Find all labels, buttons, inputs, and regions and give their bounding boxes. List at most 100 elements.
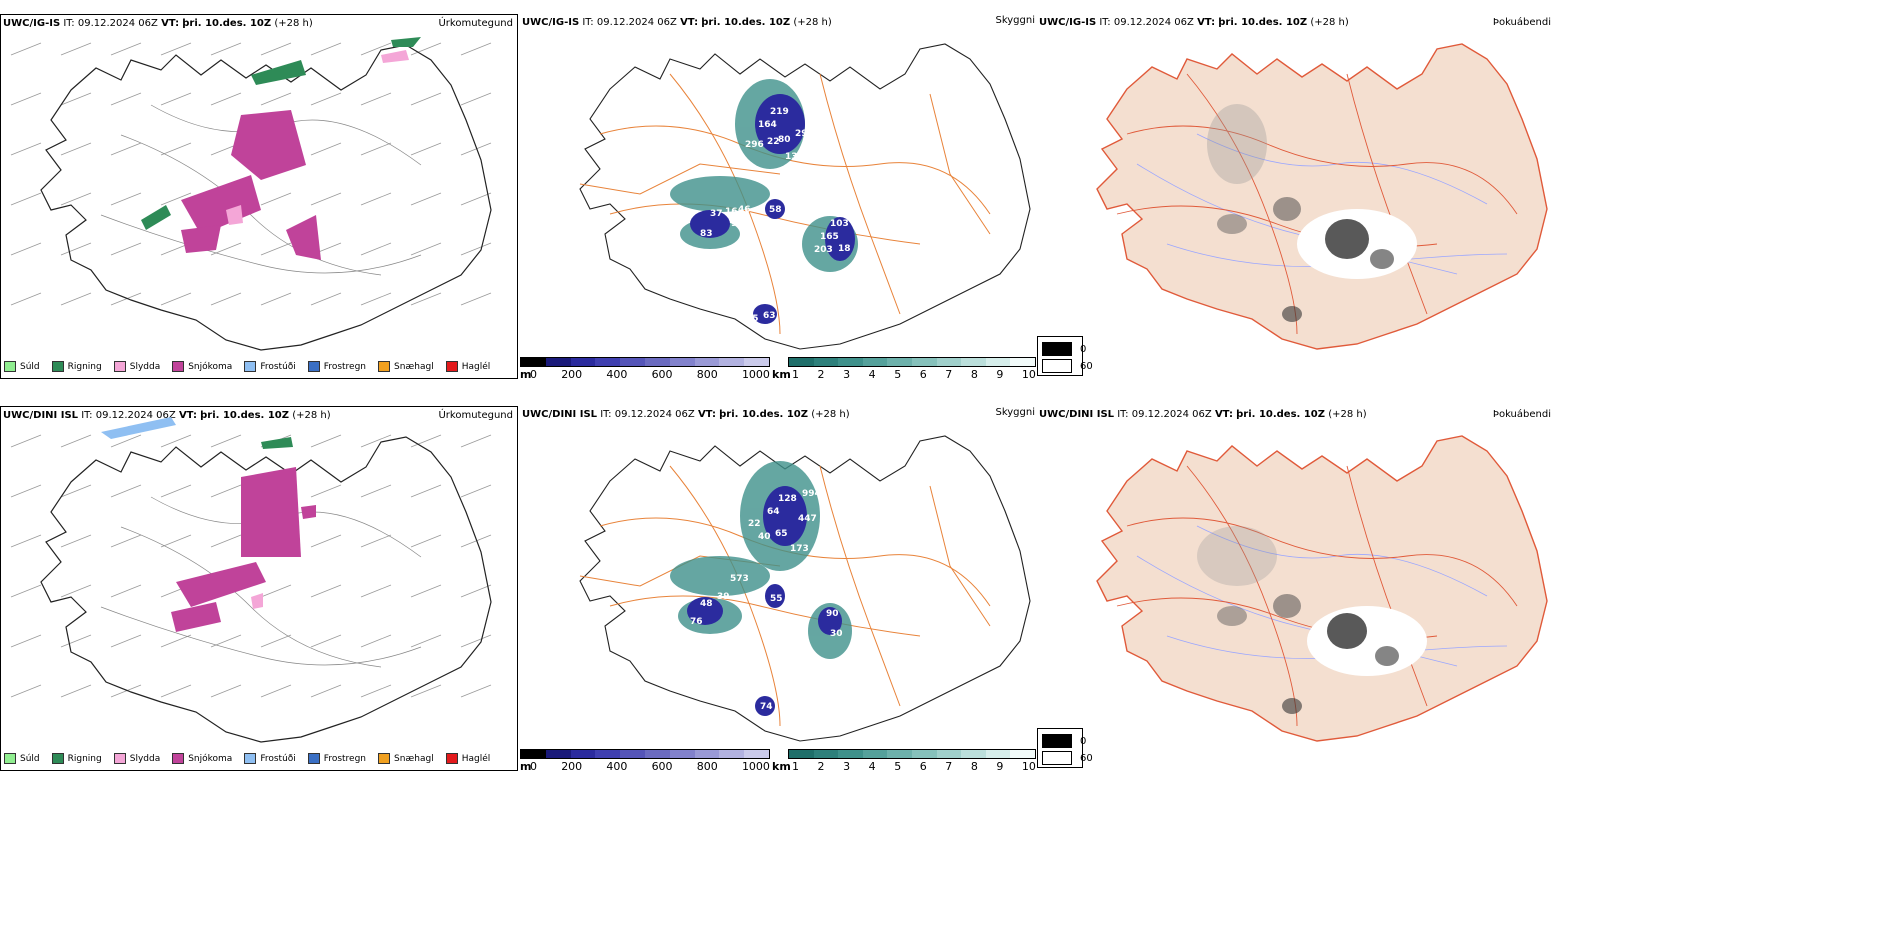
legend-item: Frostúði xyxy=(244,753,296,764)
visibility-unit: km xyxy=(772,368,791,381)
vis-number: 22 xyxy=(748,519,761,529)
legend-item: Snjókoma xyxy=(172,753,232,764)
vis-number: 447 xyxy=(798,514,817,524)
vis-number: 7 xyxy=(817,207,823,217)
ceiling-colorbar xyxy=(520,749,770,759)
visibility-colorbar xyxy=(788,357,1036,367)
legend-item: Rigning xyxy=(51,753,102,764)
vis-number: 164 xyxy=(758,120,777,130)
vis-number: 80 xyxy=(778,135,791,145)
precip-map xyxy=(10,37,492,351)
ceiling-unit: m xyxy=(520,760,532,773)
visibility-map: 128 994 64 447 22 40 65 173 573 55 48 39… xyxy=(579,435,1031,742)
vis-number: 17 xyxy=(865,260,878,270)
visibility-ticks: 1 2 3 4 5 6 7 8 9 10 xyxy=(792,368,1036,381)
legend-item: Frostregn xyxy=(307,361,366,372)
legend-item: Súld xyxy=(4,361,40,372)
panel-title: Skyggni xyxy=(995,407,1035,418)
vis-number: 135 xyxy=(785,152,804,162)
precip-panel-row2: UWC/DINI ISL IT: 09.12.2024 06Z VT: þri.… xyxy=(0,406,518,771)
vis-number: 219 xyxy=(770,107,789,117)
legend-item: Frostúði xyxy=(244,361,296,372)
ceiling-ticks: 0 200 400 600 800 1000 xyxy=(530,368,770,381)
legend-item: Snæhagl xyxy=(378,753,434,764)
panel-header: UWC/IG-IS IT: 09.12.2024 06Z VT: þri. 10… xyxy=(3,18,313,29)
fog-legend-item: 0 xyxy=(1042,342,1086,356)
legend-swatch xyxy=(445,753,458,764)
legend-item: Snjókoma xyxy=(172,361,232,372)
legend-item: Haglél xyxy=(445,753,490,764)
vis-number: 90 xyxy=(826,609,839,619)
legend-swatch xyxy=(445,361,458,372)
vis-number: 46 xyxy=(738,205,751,215)
vis-number: 16 xyxy=(725,207,738,217)
legend-swatch xyxy=(172,361,185,372)
vis-number: 30 xyxy=(830,629,843,639)
legend-item: Slydda xyxy=(113,753,160,764)
visibility-ticks: 1 2 3 4 5 6 7 8 9 10 xyxy=(792,760,1036,773)
vis-number: 11 xyxy=(756,613,769,623)
panel-header: UWC/DINI ISL IT: 09.12.2024 06Z VT: þri.… xyxy=(1039,409,1367,420)
legend-item: Rigning xyxy=(51,361,102,372)
vis-number: 173 xyxy=(790,544,809,554)
fog-panel-row2: UWC/DINI ISL IT: 09.12.2024 06Z VT: þri.… xyxy=(1037,406,1557,746)
legend-item: Frostregn xyxy=(307,753,366,764)
vis-number: 103 xyxy=(830,219,849,229)
visibility-panel-row2: UWC/DINI ISL IT: 09.12.2024 06Z VT: þri.… xyxy=(520,406,1035,746)
fog-panel-row1: UWC/IG-IS IT: 09.12.2024 06Z VT: þri. 10… xyxy=(1037,14,1557,354)
legend-swatch xyxy=(378,753,391,764)
legend-swatch xyxy=(51,361,64,372)
legend-item: Slydda xyxy=(113,361,160,372)
ceiling-unit: m xyxy=(520,368,532,381)
vis-number: 573 xyxy=(730,574,749,584)
panel-title: Þokuábendi xyxy=(1492,17,1551,28)
panel-title: Úrkomutegund xyxy=(438,410,513,421)
vis-number: 94 xyxy=(731,219,744,229)
legend-swatch xyxy=(113,361,126,372)
legend-swatch xyxy=(4,753,16,764)
legend-swatch xyxy=(172,753,185,764)
vis-number: 76 xyxy=(690,617,703,627)
legend-swatch xyxy=(244,753,257,764)
panel-title: Úrkomutegund xyxy=(438,18,513,29)
fog-legend-item: 60 xyxy=(1042,359,1093,373)
visibility-unit: km xyxy=(772,760,791,773)
vis-number: 18 xyxy=(838,244,851,254)
vis-number: 296 xyxy=(745,140,764,150)
visibility-map: 219 164 294 296 22 80 135 58 16 46 37 10… xyxy=(579,43,1031,350)
fog-legend-item: 0 xyxy=(1042,734,1086,748)
panel-header: UWC/DINI ISL IT: 09.12.2024 06Z VT: þri.… xyxy=(3,410,331,421)
vis-number: 294 xyxy=(795,129,814,139)
visibility-colorbar xyxy=(788,749,1036,759)
vis-number: 165 xyxy=(820,232,839,242)
panel-title: Þokuábendi xyxy=(1492,409,1551,420)
panel-header: UWC/DINI ISL IT: 09.12.2024 06Z VT: þri.… xyxy=(522,409,850,420)
vis-number: 39 xyxy=(717,592,730,602)
panel-header: UWC/IG-IS IT: 09.12.2024 06Z VT: þri. 10… xyxy=(1039,17,1349,28)
vis-number: 83 xyxy=(700,229,713,239)
legend-swatch xyxy=(51,753,64,764)
vis-number: 994 xyxy=(802,489,821,499)
panel-title: Skyggni xyxy=(995,15,1035,26)
vis-number: 64 xyxy=(767,507,780,517)
vis-number: 203 xyxy=(814,245,833,255)
legend-swatch xyxy=(4,361,16,372)
legend-swatch xyxy=(244,361,257,372)
fog-legend-item: 60 xyxy=(1042,751,1093,765)
precip-panel-row1: UWC/IG-IS IT: 09.12.2024 06Z VT: þri. 10… xyxy=(0,14,518,379)
vis-number: 65 xyxy=(775,529,788,539)
fog-map xyxy=(1096,43,1548,350)
panel-header: UWC/IG-IS IT: 09.12.2024 06Z VT: þri. 10… xyxy=(522,17,832,28)
precip-legend-row2: Súld Rigning Slydda Snjókoma Frostúði Fr… xyxy=(4,753,490,764)
legend-item: Snæhagl xyxy=(378,361,434,372)
vis-number: 40 xyxy=(758,532,771,542)
fog-legend: 0 60 xyxy=(1037,336,1093,376)
precip-legend-row1: Súld Rigning Slydda Snjókoma Frostúði Fr… xyxy=(4,361,490,372)
vis-number: 74 xyxy=(760,702,773,712)
vis-number: 95 xyxy=(746,314,759,324)
vis-number: 90 xyxy=(742,705,755,715)
vis-number: 128 xyxy=(778,494,797,504)
fog-map xyxy=(1096,435,1548,742)
vis-number: 37 xyxy=(710,209,723,219)
vis-number: 63 xyxy=(763,311,776,321)
